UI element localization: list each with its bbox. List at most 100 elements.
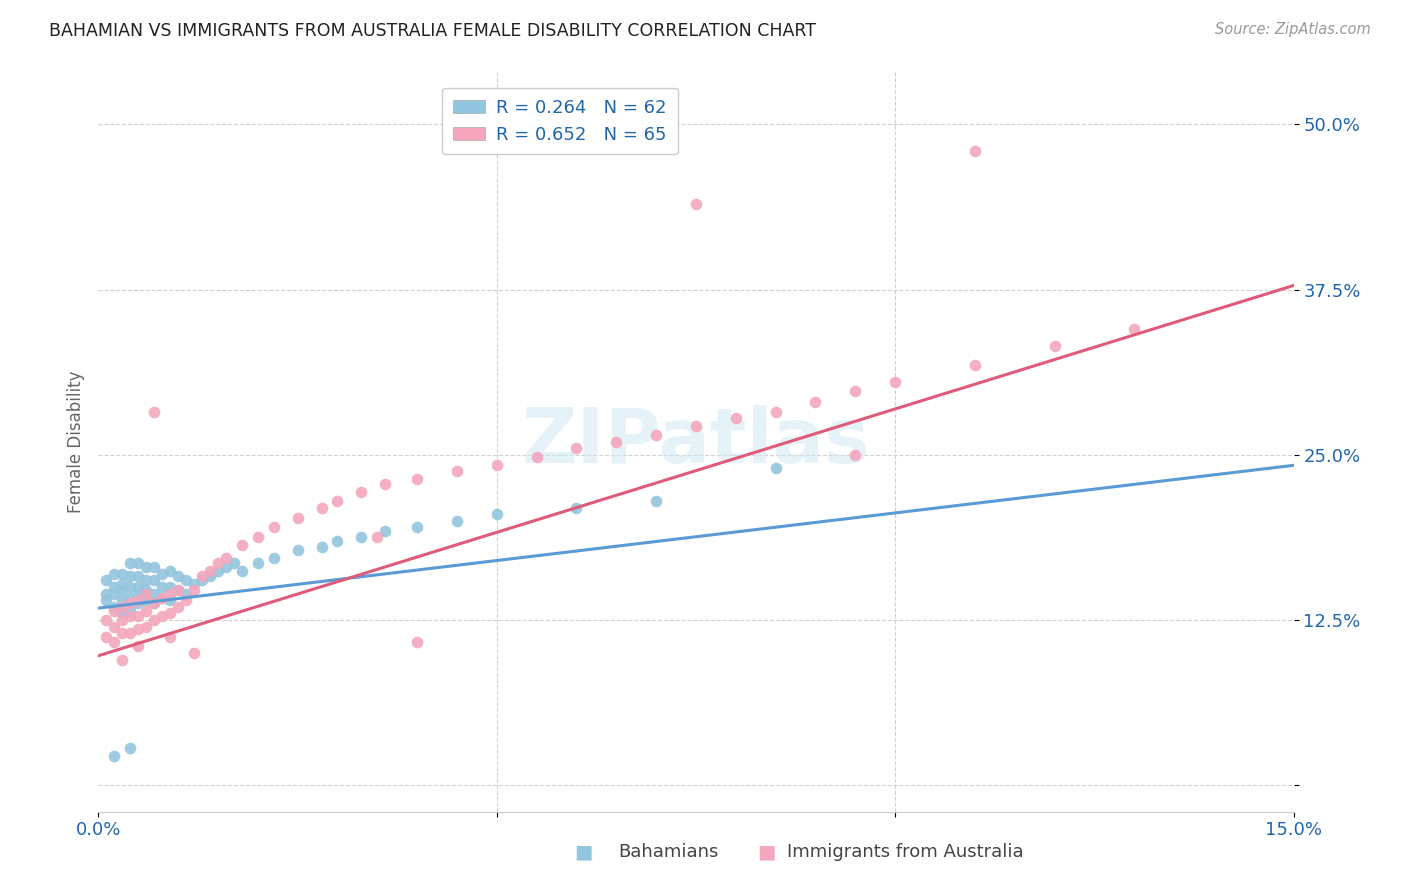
- Point: [174, 593, 197, 607]
- Point: [191, 569, 214, 583]
- Point: [96, 574, 118, 588]
- Point: [350, 484, 373, 499]
- Point: [135, 620, 157, 634]
- Point: [565, 500, 588, 515]
- Point: [96, 630, 118, 644]
- Point: [174, 586, 197, 600]
- Point: [103, 620, 125, 634]
- Point: [765, 405, 787, 419]
- Point: [143, 596, 166, 610]
- Point: [406, 635, 429, 649]
- Point: [127, 580, 149, 594]
- Point: [645, 494, 668, 508]
- Point: [685, 196, 707, 211]
- Point: [103, 599, 125, 614]
- Point: [167, 599, 190, 614]
- Point: [103, 635, 125, 649]
- Point: [135, 574, 157, 588]
- Point: [685, 418, 707, 433]
- Point: [485, 508, 508, 522]
- Point: [246, 530, 269, 544]
- Point: [120, 580, 142, 594]
- Point: [127, 569, 149, 583]
- Point: [111, 607, 134, 621]
- Point: [287, 511, 309, 525]
- Point: [804, 395, 827, 409]
- Point: [446, 514, 468, 528]
- Point: [406, 472, 429, 486]
- Point: [526, 450, 548, 465]
- Point: [135, 593, 157, 607]
- Point: [127, 556, 149, 570]
- Point: [963, 358, 986, 372]
- Point: [159, 580, 181, 594]
- Point: [207, 564, 229, 578]
- Point: [127, 640, 149, 654]
- Point: [150, 591, 173, 605]
- Point: [111, 613, 134, 627]
- Point: [222, 556, 245, 570]
- Point: [963, 144, 986, 158]
- Point: [207, 556, 229, 570]
- Point: [167, 582, 190, 597]
- Point: [374, 524, 396, 539]
- Point: [565, 441, 588, 455]
- Text: Immigrants from Australia: Immigrants from Australia: [787, 843, 1024, 861]
- Point: [159, 564, 181, 578]
- Point: [150, 580, 173, 594]
- Point: [231, 564, 253, 578]
- Point: [159, 593, 181, 607]
- Point: [111, 566, 134, 581]
- Point: [150, 566, 173, 581]
- Point: [135, 560, 157, 574]
- Text: ZIPatlas: ZIPatlas: [522, 405, 870, 478]
- Point: [246, 556, 269, 570]
- Point: [844, 384, 866, 399]
- Point: [111, 653, 134, 667]
- Point: [446, 464, 468, 478]
- Text: ■: ■: [574, 842, 593, 862]
- Point: [159, 607, 181, 621]
- Point: [645, 428, 668, 442]
- Point: [103, 580, 125, 594]
- Point: [120, 591, 142, 605]
- Point: [120, 556, 142, 570]
- Point: [174, 574, 197, 588]
- Text: BAHAMIAN VS IMMIGRANTS FROM AUSTRALIA FEMALE DISABILITY CORRELATION CHART: BAHAMIAN VS IMMIGRANTS FROM AUSTRALIA FE…: [49, 22, 817, 40]
- Point: [183, 577, 205, 591]
- Point: [120, 609, 142, 624]
- Point: [103, 586, 125, 600]
- Point: [143, 405, 166, 419]
- Point: [198, 569, 221, 583]
- Point: [120, 596, 142, 610]
- Point: [103, 566, 125, 581]
- Point: [215, 560, 238, 574]
- Point: [135, 586, 157, 600]
- Point: [103, 604, 125, 618]
- Point: [111, 593, 134, 607]
- Point: [374, 476, 396, 491]
- Point: [350, 530, 373, 544]
- Y-axis label: Female Disability: Female Disability: [66, 370, 84, 513]
- Point: [884, 375, 907, 389]
- Point: [127, 622, 149, 636]
- Point: [605, 434, 627, 449]
- Point: [127, 588, 149, 602]
- Point: [724, 410, 747, 425]
- Point: [96, 593, 118, 607]
- Point: [96, 586, 118, 600]
- Point: [143, 586, 166, 600]
- Point: [167, 582, 190, 597]
- Point: [215, 550, 238, 565]
- Point: [127, 593, 149, 607]
- Point: [326, 494, 349, 508]
- Point: [263, 520, 285, 534]
- Point: [765, 461, 787, 475]
- Text: Bahamians: Bahamians: [619, 843, 718, 861]
- Point: [103, 749, 125, 764]
- Point: [127, 609, 149, 624]
- Point: [844, 448, 866, 462]
- Point: [1123, 322, 1146, 336]
- Point: [231, 538, 253, 552]
- Point: [159, 586, 181, 600]
